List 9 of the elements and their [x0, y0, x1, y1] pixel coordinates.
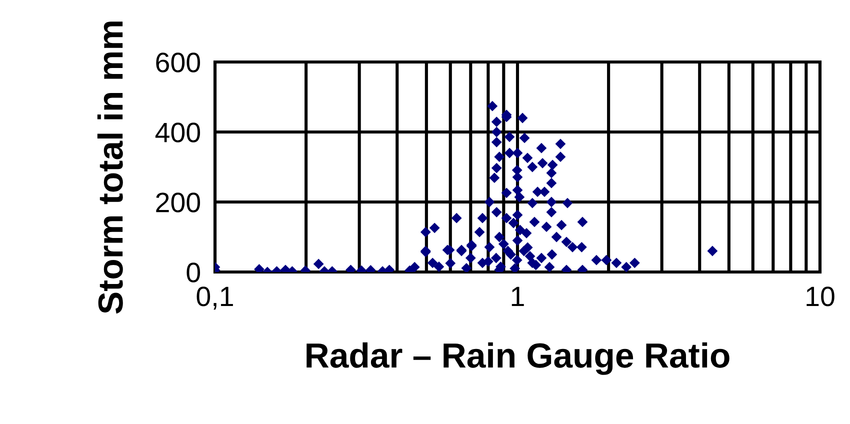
x-tick-label: 1	[512, 286, 524, 306]
y-tick-label: 200	[156, 192, 200, 212]
y-axis-title: Storm total in mm	[97, 22, 123, 314]
y-tick-label: 400	[155, 122, 200, 142]
x-axis-title: Radar – Rain Gauge Ratio	[306, 342, 730, 375]
y-tick-label: 600	[156, 52, 200, 72]
x-tick-label: 10	[806, 286, 834, 306]
x-tick-label: 0,1	[196, 286, 233, 310]
y-tick-label: 0	[186, 262, 200, 282]
